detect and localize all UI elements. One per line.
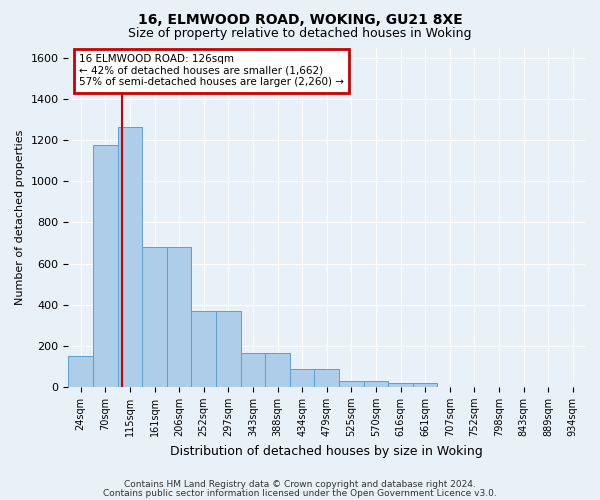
Bar [167,247,191,387]
Bar [68,356,93,387]
Text: Size of property relative to detached houses in Woking: Size of property relative to detached ho… [128,28,472,40]
Y-axis label: Number of detached properties: Number of detached properties [15,130,25,305]
Bar [290,370,314,387]
Bar [216,311,241,387]
Bar [93,145,118,387]
Text: 16 ELMWOOD ROAD: 126sqm
← 42% of detached houses are smaller (1,662)
57% of semi: 16 ELMWOOD ROAD: 126sqm ← 42% of detache… [79,54,344,88]
Bar [265,353,290,387]
Text: Contains HM Land Registry data © Crown copyright and database right 2024.: Contains HM Land Registry data © Crown c… [124,480,476,489]
Bar [142,247,167,387]
Bar [314,370,339,387]
Bar [339,381,364,387]
Bar [388,383,413,387]
Text: Contains public sector information licensed under the Open Government Licence v3: Contains public sector information licen… [103,488,497,498]
Bar [118,126,142,387]
Bar [413,383,437,387]
Bar [364,381,388,387]
Bar [241,353,265,387]
Bar [191,311,216,387]
X-axis label: Distribution of detached houses by size in Woking: Distribution of detached houses by size … [170,444,483,458]
Text: 16, ELMWOOD ROAD, WOKING, GU21 8XE: 16, ELMWOOD ROAD, WOKING, GU21 8XE [137,12,463,26]
